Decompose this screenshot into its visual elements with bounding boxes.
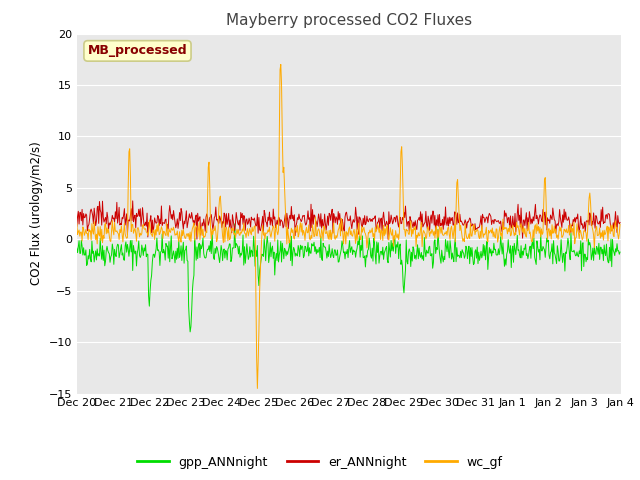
er_ANNnight (384, 237, 392, 242)
gpp_ANNnight (195, 243, 202, 249)
er_ANNnight (416, 217, 424, 223)
wc_gf (416, 232, 424, 238)
er_ANNnight (223, 221, 231, 227)
Line: gpp_ANNnight: gpp_ANNnight (77, 224, 620, 332)
gpp_ANNnight (223, 257, 231, 263)
gpp_ANNnight (432, 251, 440, 256)
wc_gf (194, 234, 202, 240)
Title: Mayberry processed CO2 Fluxes: Mayberry processed CO2 Fluxes (226, 13, 472, 28)
wc_gf (432, 225, 440, 231)
Y-axis label: CO2 Flux (urology/m2/s): CO2 Flux (urology/m2/s) (30, 142, 43, 286)
Line: wc_gf: wc_gf (77, 64, 620, 388)
wc_gf (83, 230, 90, 236)
Text: MB_processed: MB_processed (88, 44, 188, 58)
er_ANNnight (73, 223, 81, 229)
gpp_ANNnight (73, 245, 81, 251)
gpp_ANNnight (186, 329, 194, 335)
Legend: gpp_ANNnight, er_ANNnight, wc_gf: gpp_ANNnight, er_ANNnight, wc_gf (132, 451, 508, 474)
er_ANNnight (140, 215, 147, 220)
gpp_ANNnight (231, 221, 239, 227)
er_ANNnight (432, 231, 440, 237)
wc_gf (139, 223, 147, 228)
gpp_ANNnight (416, 252, 424, 258)
wc_gf (277, 61, 285, 67)
wc_gf (73, 220, 81, 226)
wc_gf (223, 225, 230, 230)
wc_gf (616, 221, 624, 227)
er_ANNnight (195, 218, 202, 224)
gpp_ANNnight (139, 246, 147, 252)
er_ANNnight (616, 219, 624, 225)
Line: er_ANNnight: er_ANNnight (77, 201, 620, 240)
er_ANNnight (83, 212, 90, 218)
wc_gf (253, 385, 261, 391)
gpp_ANNnight (616, 249, 624, 255)
gpp_ANNnight (83, 263, 90, 268)
er_ANNnight (129, 198, 136, 204)
